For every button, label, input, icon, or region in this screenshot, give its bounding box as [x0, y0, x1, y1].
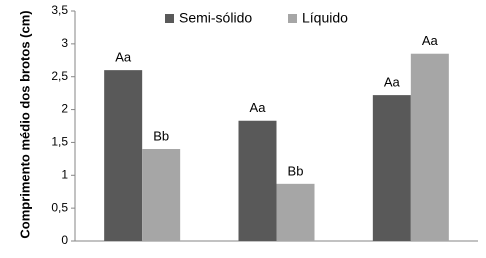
- y-tick-label: 0: [61, 233, 68, 247]
- legend-label: Semi-sólido: [179, 10, 252, 26]
- bar: [142, 149, 181, 241]
- legend-label: Líquido: [302, 10, 348, 26]
- bar: [410, 53, 449, 241]
- bar: [238, 120, 277, 241]
- y-tick-label: 2,5: [51, 69, 68, 83]
- y-tick-label: 0,5: [51, 200, 68, 214]
- y-tick-label: 3,5: [51, 3, 68, 17]
- y-tick-label: 1,5: [51, 135, 68, 149]
- legend-swatch: [288, 14, 297, 23]
- y-axis-label: Comprimento médio dos brotos (cm): [17, 10, 33, 239]
- bar: [104, 70, 143, 242]
- bar: [276, 183, 315, 241]
- bar-label: Bb: [153, 128, 169, 143]
- bar-label: Bb: [288, 163, 304, 178]
- bar-label: Aa: [250, 100, 267, 115]
- bar-label: Aa: [115, 50, 132, 65]
- y-tick-label: 2: [61, 102, 68, 116]
- legend-swatch: [165, 14, 174, 23]
- bar: [372, 95, 411, 241]
- y-tick-label: 1: [61, 167, 68, 181]
- bar-label: Aa: [384, 75, 401, 90]
- bar-label: Aa: [422, 33, 439, 48]
- y-tick-label: 3: [61, 36, 68, 50]
